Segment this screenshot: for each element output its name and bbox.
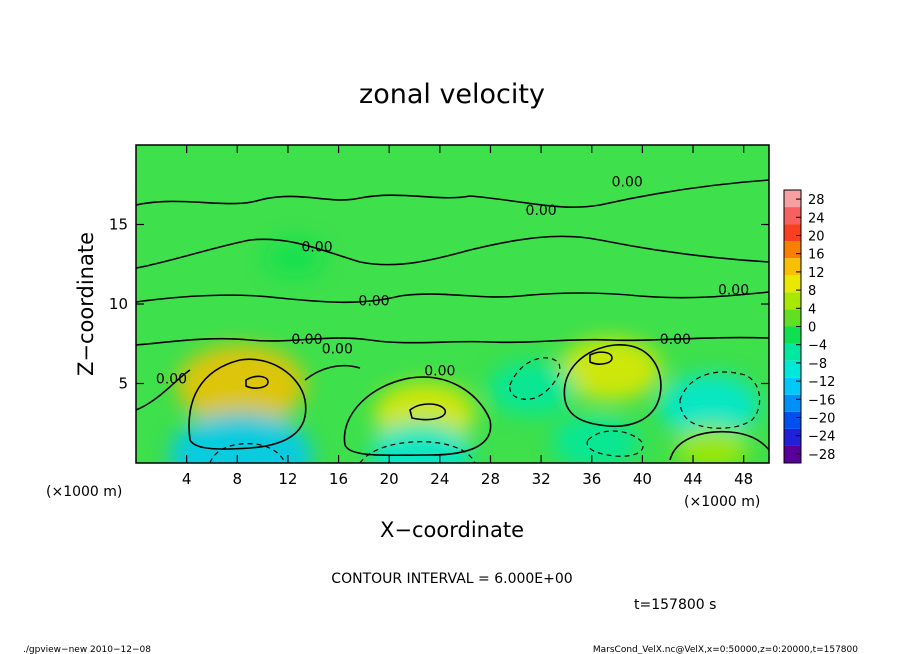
field-feature-8: [675, 425, 749, 463]
field-feature-9: [264, 239, 324, 277]
colorbar-tick-label-3: 16: [808, 248, 825, 263]
contour-right-cell: [563, 344, 662, 427]
velocity-field: [169, 239, 761, 463]
contour-label-8: 0.00: [424, 364, 455, 380]
contour-label-5: 0.00: [291, 332, 322, 348]
footer-right: MarsCond_VelX.nc@VelX,x=0:50000,z=0:2000…: [593, 645, 858, 654]
colorbar-swatch-3: [784, 394, 801, 412]
colorbar: [783, 189, 802, 464]
field-feature-5: [658, 374, 761, 438]
contour-mid-low: [136, 364, 361, 411]
contour-bottom-right: [669, 430, 769, 461]
contour-upper: [136, 179, 769, 208]
chart-title: zonal velocity: [359, 79, 545, 110]
contour-label-0: 0.00: [612, 174, 643, 190]
colorbar-tick-label-7: 0: [808, 321, 816, 336]
colorbar-tick-label-13: −24: [808, 430, 835, 445]
x-axis-title: X−coordinate: [380, 518, 524, 542]
footer-left: ./gpview−new 2010−12−08: [23, 645, 151, 654]
contour-mid-cell: [343, 376, 492, 457]
colorbar-swatch-5: [784, 360, 801, 378]
colorbar-swatch-8: [784, 309, 801, 327]
x-tick-label-11: 48: [734, 470, 753, 488]
colorbar-swatch-12: [784, 241, 801, 259]
colorbar-tick-label-0: 28: [808, 193, 825, 208]
x-unit-label-right: (×1000 m): [684, 494, 760, 510]
field-feature-1: [560, 337, 662, 401]
x-tick-label-4: 20: [380, 470, 399, 488]
contour-labels: 0.000.000.000.000.000.000.000.000.000.00: [156, 174, 749, 387]
contour-label-3: 0.00: [358, 294, 389, 310]
colorbar-swatch-2: [784, 411, 801, 429]
colorbar-tick-label-9: −8: [808, 357, 827, 372]
x-tick-label-2: 12: [278, 470, 297, 488]
colorbar-tick-label-6: 4: [808, 302, 816, 317]
colorbar-swatch-9: [784, 292, 801, 310]
colorbar-swatch-0: [784, 445, 801, 463]
colorbar-swatch-14: [784, 207, 801, 225]
contour-label-2: 0.00: [301, 240, 332, 256]
x-tick-label-10: 44: [683, 470, 702, 488]
contour-max-core: [245, 375, 269, 389]
y-tick-label-2: 15: [109, 216, 128, 234]
x-unit-label: (×1000 m): [46, 484, 122, 500]
x-tick-label-9: 40: [633, 470, 652, 488]
contour-label-7: 0.00: [660, 332, 691, 348]
x-tick-label-6: 28: [481, 470, 500, 488]
field-feature-6: [488, 361, 576, 416]
negative-contours: [209, 357, 761, 463]
colorbar-tick-label-12: −20: [808, 412, 835, 427]
x-tick-label-7: 32: [532, 470, 551, 488]
field-feature-3: [169, 411, 313, 463]
contour-core-right: [589, 351, 613, 365]
colorbar-swatch-1: [784, 428, 801, 446]
colorbar-swatch-13: [784, 224, 801, 242]
contour-left-cell: [188, 358, 307, 450]
colorbar-swatch-6: [784, 343, 801, 361]
contour-interval-text: CONTOUR INTERVAL = 6.000E+00: [331, 571, 572, 587]
contour-label-1: 0.00: [526, 203, 557, 219]
colorbar-swatch-10: [784, 275, 801, 293]
x-tick-label-8: 36: [582, 470, 601, 488]
x-tick-label-0: 4: [182, 470, 192, 488]
colorbar-tick-label-5: 8: [808, 284, 816, 299]
contour-mid-upper: [136, 235, 769, 269]
colorbar-ticks: 28 24 20 16 12 8 4 0 −4 −8 −12 −16 −20 −24 −28: [796, 193, 835, 463]
colorbar-swatch-11: [784, 258, 801, 276]
y-tick-label-0: 5: [118, 375, 128, 393]
field-feature-7: [552, 415, 640, 463]
neg-contour-low-right: [586, 430, 644, 457]
x-tick-label-5: 24: [430, 470, 449, 488]
colorbar-tick-label-10: −12: [808, 375, 835, 390]
field-feature-4: [370, 421, 472, 463]
contour-label-9: 0.00: [156, 372, 187, 388]
colorbar-tick-label-8: −4: [808, 339, 827, 354]
neg-contour-bottom-left: [209, 443, 286, 463]
contour-label-6: 0.00: [322, 341, 353, 357]
time-label: t=157800 s: [634, 597, 716, 613]
colorbar-swatch-4: [784, 377, 801, 395]
contour-lines: [136, 179, 769, 461]
contour-band: [136, 291, 769, 304]
y-axis-title: Z−coordinate: [74, 232, 98, 376]
y-axis-ticks: 5 10 15: [109, 216, 769, 393]
colorbar-tick-label-11: −16: [808, 393, 835, 408]
x-tick-label-1: 8: [233, 470, 243, 488]
contour-label-4: 0.00: [718, 282, 749, 298]
x-axis-ticks: 4 8 12 16 20 24 28 32 36 40 44 48: [182, 145, 753, 488]
contour-core-mid: [409, 403, 446, 421]
neg-contour-right: [679, 371, 761, 429]
colorbar-swatch-15: [784, 190, 801, 208]
colorbar-tick-label-4: 12: [808, 266, 825, 281]
neg-contour-mid-right: [509, 357, 561, 400]
contour-lower-band: [136, 336, 769, 346]
colorbar-tick-label-1: 24: [808, 211, 825, 226]
colorbar-tick-label-14: −28: [808, 448, 835, 463]
y-tick-label-1: 10: [109, 295, 128, 313]
colorbar-swatch-7: [784, 326, 801, 344]
x-tick-label-3: 16: [329, 470, 348, 488]
colorbar-tick-label-2: 20: [808, 230, 825, 245]
neg-contour-bottom-mid: [359, 441, 476, 463]
